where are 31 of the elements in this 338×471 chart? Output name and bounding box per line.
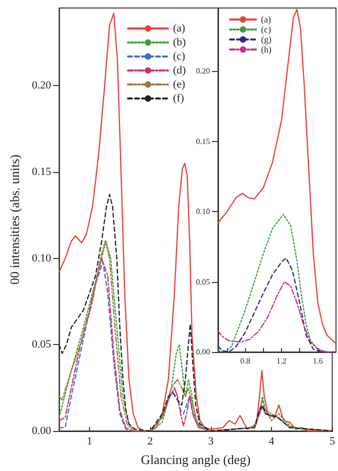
legend-label: (a) bbox=[261, 14, 271, 24]
y-tick-label: 0.05 bbox=[196, 277, 210, 286]
legend-label: (g) bbox=[261, 34, 272, 44]
y-tick-label: 0.10 bbox=[196, 207, 210, 216]
legend-label: (e) bbox=[173, 78, 186, 90]
y-tick-label: 0.05 bbox=[32, 338, 52, 351]
legend-label: (c) bbox=[261, 24, 271, 34]
x-tick-label: 2 bbox=[147, 436, 153, 448]
legend-label: (b) bbox=[173, 36, 186, 48]
y-axis-title: 00 intensities (abs. units) bbox=[7, 154, 22, 284]
line-series bbox=[217, 8, 337, 344]
x-tick-label: 5 bbox=[330, 436, 336, 448]
legend-label: (a) bbox=[173, 22, 186, 34]
y-tick-label: 0.20 bbox=[196, 66, 210, 76]
legend-label: (d) bbox=[173, 64, 186, 76]
legend-label: (c) bbox=[173, 50, 186, 62]
x-tick-label: 3 bbox=[208, 436, 214, 448]
x-tick-label: 0.8 bbox=[240, 356, 250, 366]
x-tick-label: 4 bbox=[268, 436, 275, 448]
x-axis-title: Glancing angle (deg) bbox=[140, 452, 251, 467]
legend-label: (h) bbox=[261, 44, 272, 54]
x-tick-label: 1.2 bbox=[276, 356, 287, 366]
y-tick-label: 0.20 bbox=[32, 80, 52, 92]
y-tick-label: 0.00 bbox=[196, 348, 210, 356]
y-tick-label: 0.15 bbox=[196, 136, 210, 146]
y-tick-label: 0.00 bbox=[32, 425, 52, 437]
x-tick-label: 1.6 bbox=[312, 356, 323, 366]
x-tick-label: 1 bbox=[86, 436, 92, 448]
y-tick-label: 0.15 bbox=[32, 166, 52, 178]
y-tick-label: 0.10 bbox=[32, 252, 52, 264]
legend-label: (f) bbox=[173, 92, 184, 104]
